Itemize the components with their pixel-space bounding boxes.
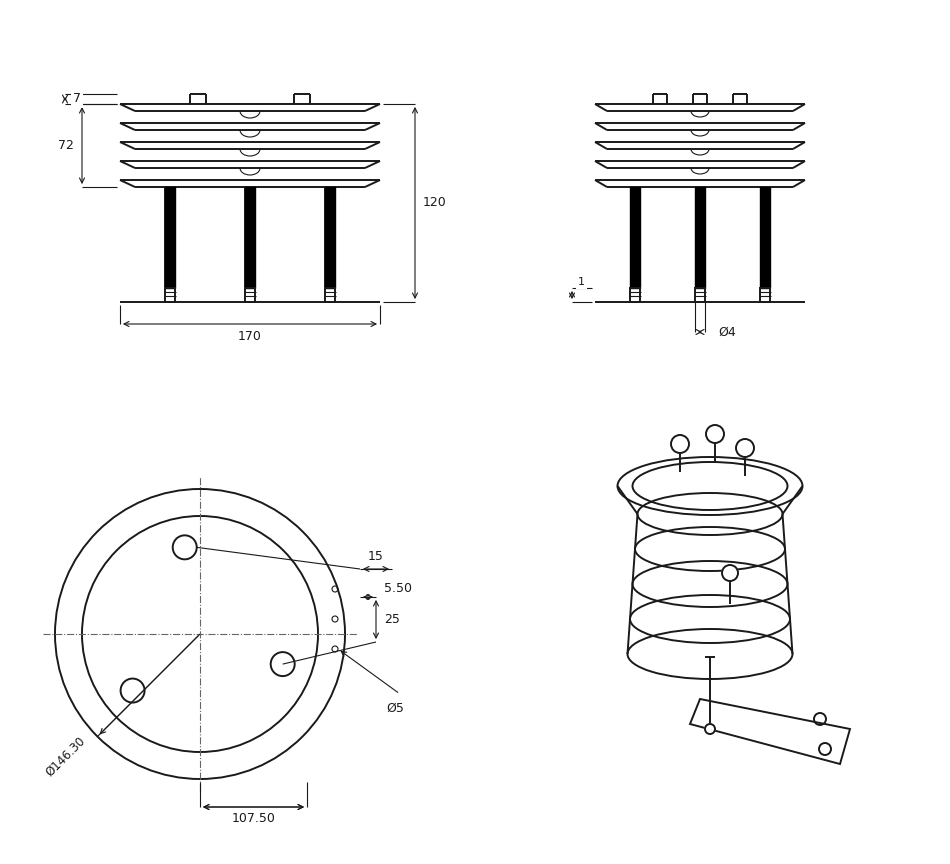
Circle shape [705, 724, 715, 734]
Text: 1: 1 [578, 277, 585, 287]
Text: 107.50: 107.50 [232, 812, 276, 825]
Polygon shape [325, 187, 335, 288]
Polygon shape [245, 187, 255, 288]
Text: 170: 170 [238, 329, 262, 342]
Text: 15: 15 [368, 550, 384, 563]
Text: 7: 7 [73, 92, 81, 105]
Polygon shape [630, 187, 640, 288]
Circle shape [736, 439, 754, 457]
Polygon shape [165, 187, 175, 288]
Text: Ø4: Ø4 [718, 326, 735, 339]
Circle shape [706, 425, 724, 443]
Circle shape [722, 565, 738, 581]
Text: 120: 120 [423, 196, 446, 209]
Text: 72: 72 [58, 139, 74, 152]
Polygon shape [695, 187, 705, 288]
Circle shape [671, 435, 689, 453]
Text: 5.50: 5.50 [384, 582, 412, 595]
Text: Ø146.30: Ø146.30 [43, 734, 87, 778]
Polygon shape [760, 187, 770, 288]
Text: Ø5: Ø5 [386, 702, 404, 715]
Text: 25: 25 [384, 613, 400, 626]
